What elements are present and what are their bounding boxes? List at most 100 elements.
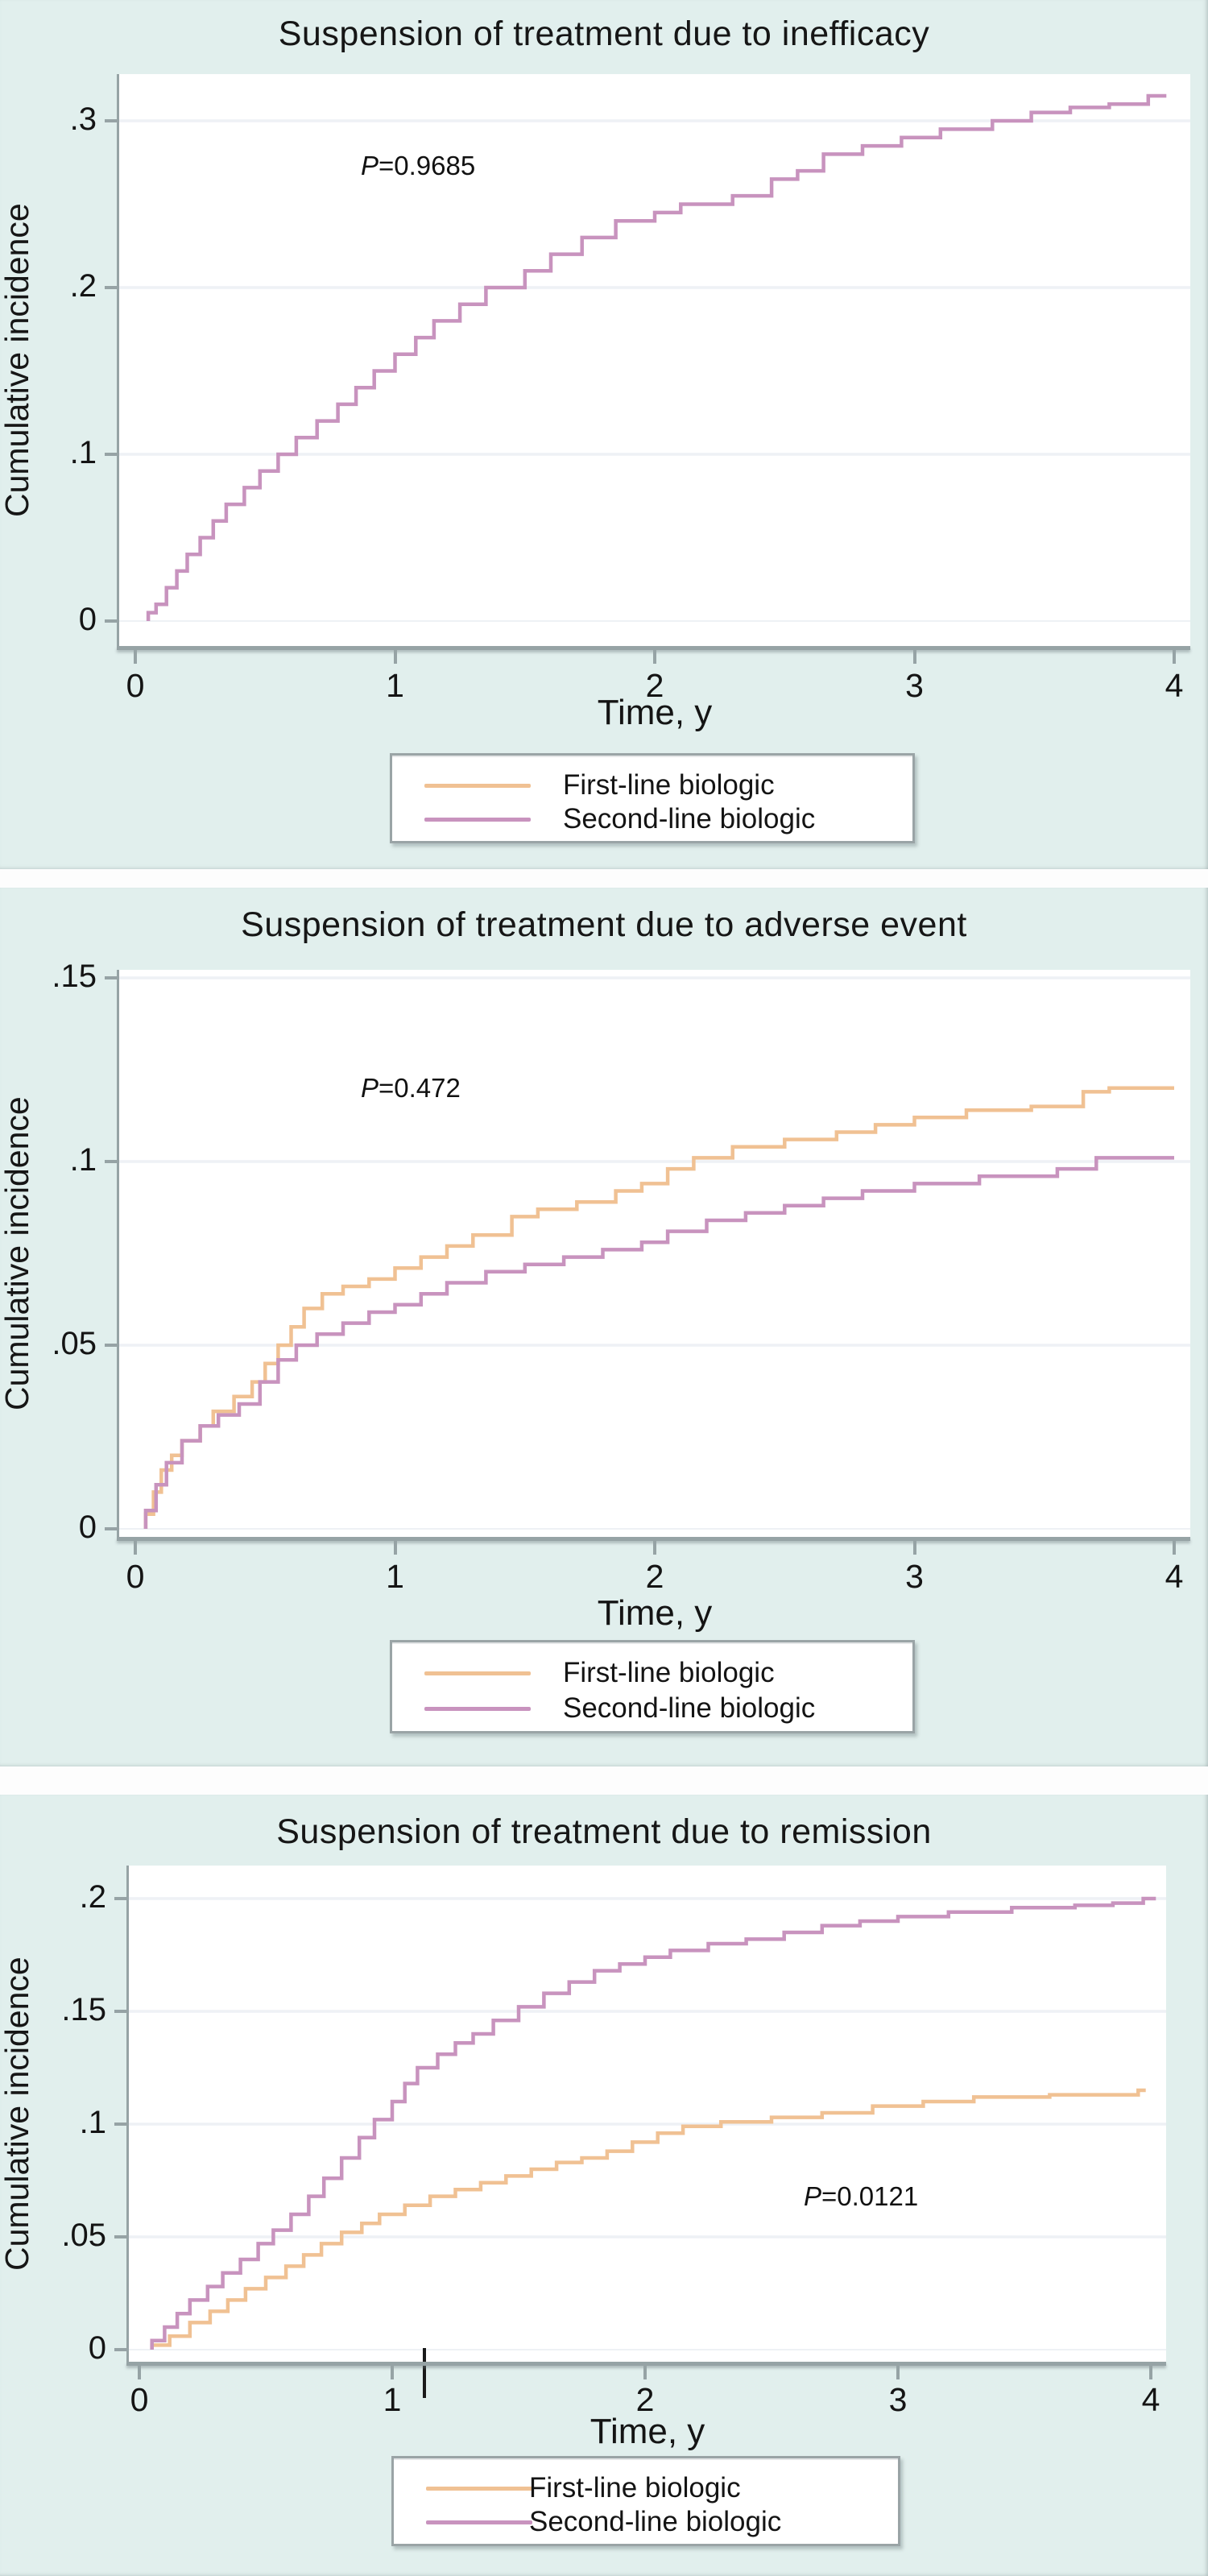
y-tick-label: .05 (52, 1326, 97, 1361)
legend-row: First-line biologic (392, 1657, 912, 1689)
x-tick-label: 4 (1141, 2381, 1160, 2418)
x-tick-mark (643, 2366, 647, 2379)
x-tick-label: 2 (645, 667, 664, 704)
x-tick-label: 1 (386, 1558, 404, 1595)
y-tick-label: 0 (78, 602, 97, 637)
p-symbol: P (804, 2181, 822, 2211)
y-tick-label: .1 (69, 435, 97, 470)
legend-row: Second-line biologic (392, 1692, 912, 1725)
second-line-swatch (424, 1707, 531, 1711)
x-tick-mark (912, 650, 916, 664)
legend: First-line biologic Second-line biologic (390, 1640, 915, 1733)
x-axis-label: Time, y (597, 693, 713, 732)
y-tick-mark (105, 453, 117, 456)
legend-label-first-line: First-line biologic (563, 769, 775, 801)
curve-second-line (146, 93, 1167, 621)
x-tick-label: 1 (383, 2381, 402, 2418)
legend-label-second-line: Second-line biologic (563, 1692, 816, 1724)
y-tick-label: .05 (61, 2218, 106, 2253)
y-tick-label: .15 (52, 959, 97, 994)
x-tick-label: 1 (386, 667, 404, 704)
first-line-swatch (424, 1671, 531, 1675)
y-tick-mark (105, 1160, 117, 1163)
y-tick-mark (114, 1897, 126, 1900)
panel-adverse-event: Suspension of treatment due to adverse e… (0, 888, 1208, 1766)
x-axis-label: Time, y (590, 2412, 705, 2451)
y-axis-label: Cumulative incidence (0, 1957, 35, 2271)
plot-area (119, 74, 1190, 646)
y-axis (126, 1866, 129, 2364)
p-value: =0.9685 (379, 151, 476, 180)
x-tick-label: 0 (130, 2381, 149, 2418)
y-tick-mark (105, 976, 117, 979)
y-tick-mark (105, 1527, 117, 1530)
y-tick-mark (105, 1344, 117, 1347)
x-tick-mark (1173, 650, 1176, 664)
chart-title: Suspension of treatment due to adverse e… (241, 905, 967, 944)
x-tick-mark (653, 1541, 656, 1555)
legend-label-first-line: First-line biologic (563, 1657, 775, 1688)
x-tick-mark (393, 1541, 397, 1555)
curve-second-line (143, 1156, 1174, 1529)
p-value-annotation: P=0.472 (361, 1073, 461, 1104)
p-value: =0.472 (379, 1073, 461, 1103)
legend-label-first-line: First-line biologic (529, 2472, 741, 2504)
stray-tick-mark (422, 2348, 426, 2398)
panel-inefficacy: Suspension of treatment due to inefficac… (0, 0, 1208, 869)
x-tick-mark (653, 650, 656, 664)
x-tick-label: 3 (888, 2381, 908, 2418)
x-tick-label: 2 (635, 2381, 655, 2418)
chart-title: Suspension of treatment due to inefficac… (278, 14, 930, 53)
y-tick-label: 0 (78, 1510, 97, 1545)
legend-row: Second-line biologic (394, 2506, 898, 2538)
panel-remission: Suspension of treatment due to remission… (0, 1795, 1208, 2576)
x-tick-mark (896, 2366, 900, 2379)
y-tick-label: .15 (61, 1992, 106, 2027)
second-line-swatch (424, 818, 531, 822)
x-tick-mark (1173, 1541, 1176, 1555)
y-tick-label: .1 (79, 2105, 106, 2140)
x-tick-label: 3 (905, 667, 924, 704)
curve-second-line (150, 1896, 1156, 2350)
p-symbol: P (361, 151, 379, 180)
y-tick-mark (105, 286, 117, 289)
x-axis (117, 646, 1190, 650)
legend-row: Second-line biologic (392, 803, 912, 835)
plot-area (129, 1866, 1166, 2362)
y-tick-mark (105, 619, 117, 623)
legend-row: First-line biologic (394, 2472, 898, 2504)
x-tick-label: 3 (905, 1558, 924, 1595)
x-tick-mark (138, 2366, 141, 2379)
chart-svg (129, 1896, 1166, 2350)
x-tick-label: 4 (1165, 1558, 1184, 1595)
y-axis (117, 74, 119, 648)
y-tick-label: .3 (69, 101, 97, 137)
y-tick-label: .1 (69, 1142, 97, 1178)
curve-first-line (150, 2088, 1146, 2350)
x-tick-mark (1149, 2366, 1152, 2379)
x-tick-mark (912, 1541, 916, 1555)
chart-svg (119, 93, 1190, 622)
x-tick-label: 2 (645, 1558, 664, 1595)
y-tick-mark (114, 2010, 126, 2013)
x-tick-mark (134, 650, 137, 664)
y-axis-label: Cumulative incidence (0, 1096, 35, 1410)
chart-title: Suspension of treatment due to remission (276, 1812, 932, 1851)
p-value: =0.0121 (821, 2181, 919, 2211)
y-tick-mark (105, 119, 117, 122)
y-tick-mark (114, 2348, 126, 2351)
x-tick-label: 0 (126, 1558, 145, 1595)
curve-first-line (143, 1086, 1174, 1529)
y-axis-label: Cumulative incidence (0, 203, 35, 517)
x-tick-mark (393, 650, 397, 664)
x-axis (117, 1537, 1190, 1541)
legend: First-line biologic Second-line biologic (391, 2456, 900, 2546)
x-tick-mark (391, 2366, 394, 2379)
y-axis (117, 970, 119, 1539)
x-tick-label: 0 (126, 667, 145, 704)
plot-area (119, 970, 1190, 1537)
x-tick-label: 4 (1165, 667, 1184, 704)
legend: First-line biologic Second-line biologic (390, 753, 915, 843)
x-axis-label: Time, y (597, 1593, 713, 1633)
